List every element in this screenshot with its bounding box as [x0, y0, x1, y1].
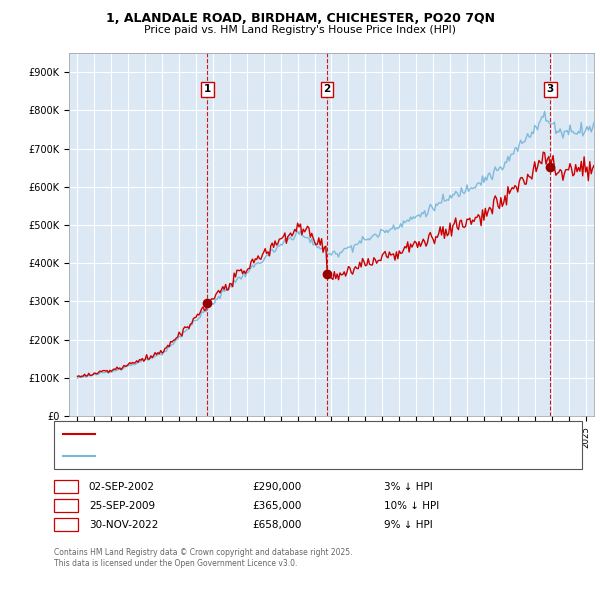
- Text: 02-SEP-2002: 02-SEP-2002: [89, 482, 155, 491]
- Text: 3: 3: [547, 84, 554, 94]
- Text: £658,000: £658,000: [252, 520, 301, 529]
- Text: 25-SEP-2009: 25-SEP-2009: [89, 501, 155, 510]
- Text: 2: 2: [323, 84, 331, 94]
- Text: 2: 2: [62, 501, 70, 510]
- Text: £365,000: £365,000: [252, 501, 301, 510]
- Text: 1: 1: [204, 84, 211, 94]
- Text: Price paid vs. HM Land Registry's House Price Index (HPI): Price paid vs. HM Land Registry's House …: [144, 25, 456, 35]
- Text: 3% ↓ HPI: 3% ↓ HPI: [384, 482, 433, 491]
- Text: £290,000: £290,000: [252, 482, 301, 491]
- Text: 1: 1: [62, 482, 70, 491]
- Text: 1, ALANDALE ROAD, BIRDHAM, CHICHESTER, PO20 7QN: 1, ALANDALE ROAD, BIRDHAM, CHICHESTER, P…: [106, 12, 494, 25]
- Text: Contains HM Land Registry data © Crown copyright and database right 2025.: Contains HM Land Registry data © Crown c…: [54, 548, 353, 556]
- Text: HPI: Average price, detached house, Chichester: HPI: Average price, detached house, Chic…: [101, 451, 317, 460]
- Text: 3: 3: [62, 520, 70, 529]
- Text: 1, ALANDALE ROAD, BIRDHAM, CHICHESTER, PO20 7QN (detached house): 1, ALANDALE ROAD, BIRDHAM, CHICHESTER, P…: [101, 430, 434, 439]
- Text: 9% ↓ HPI: 9% ↓ HPI: [384, 520, 433, 529]
- Text: This data is licensed under the Open Government Licence v3.0.: This data is licensed under the Open Gov…: [54, 559, 298, 568]
- Text: 10% ↓ HPI: 10% ↓ HPI: [384, 501, 439, 510]
- Text: 30-NOV-2022: 30-NOV-2022: [89, 520, 158, 529]
